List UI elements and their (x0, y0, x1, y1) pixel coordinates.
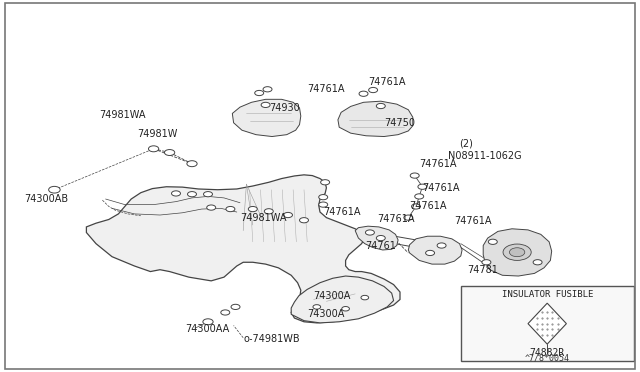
Polygon shape (338, 101, 413, 137)
Text: 74930: 74930 (269, 103, 300, 113)
Text: ^7/8*0054: ^7/8*0054 (525, 354, 570, 363)
Text: o-74981WB: o-74981WB (243, 334, 300, 343)
Circle shape (321, 180, 330, 185)
Circle shape (369, 87, 378, 93)
Circle shape (365, 230, 374, 235)
Circle shape (188, 192, 196, 197)
Circle shape (164, 150, 175, 155)
Circle shape (376, 235, 385, 241)
Circle shape (437, 243, 446, 248)
Circle shape (204, 192, 212, 197)
Text: 74300AB: 74300AB (24, 194, 68, 204)
Circle shape (148, 146, 159, 152)
Text: INSULATOR FUSIBLE: INSULATOR FUSIBLE (502, 290, 593, 299)
Circle shape (313, 305, 321, 309)
Polygon shape (355, 226, 398, 250)
Circle shape (264, 209, 273, 214)
Text: 74750: 74750 (384, 118, 415, 128)
Text: 74761A: 74761A (368, 77, 406, 87)
Polygon shape (86, 175, 400, 323)
Circle shape (509, 248, 525, 257)
Text: 74761A: 74761A (410, 202, 447, 211)
Circle shape (284, 212, 292, 218)
Circle shape (488, 239, 497, 244)
Circle shape (404, 215, 413, 220)
Circle shape (248, 206, 257, 212)
Circle shape (361, 295, 369, 300)
Circle shape (231, 304, 240, 310)
Circle shape (172, 191, 180, 196)
Text: 74300A: 74300A (307, 310, 344, 319)
Bar (461, 286, 634, 361)
Polygon shape (408, 236, 462, 264)
Text: 74981W: 74981W (138, 129, 178, 139)
Circle shape (533, 260, 542, 265)
Circle shape (255, 90, 264, 96)
Polygon shape (291, 276, 394, 323)
Circle shape (503, 244, 531, 260)
Circle shape (426, 250, 435, 256)
Text: 74300AA: 74300AA (186, 324, 230, 334)
Circle shape (187, 161, 197, 167)
Text: N08911-1062G: N08911-1062G (448, 151, 522, 161)
Text: 74761A: 74761A (307, 84, 345, 94)
Text: 74761A: 74761A (323, 207, 361, 217)
Text: 74761A: 74761A (378, 215, 415, 224)
Text: 74882R: 74882R (529, 348, 565, 357)
Circle shape (319, 202, 328, 207)
Circle shape (418, 184, 427, 189)
Text: 74981WA: 74981WA (240, 213, 287, 222)
Text: 74761A: 74761A (419, 159, 457, 169)
Text: 74981WA: 74981WA (99, 110, 146, 120)
Text: 74300A: 74300A (314, 291, 351, 301)
Text: 74761: 74761 (365, 241, 396, 250)
Circle shape (415, 194, 424, 199)
Circle shape (410, 173, 419, 178)
Circle shape (359, 91, 368, 96)
Circle shape (203, 319, 213, 325)
Circle shape (342, 307, 349, 311)
Circle shape (376, 103, 385, 109)
Text: (2): (2) (460, 138, 474, 148)
Polygon shape (528, 303, 566, 344)
Text: 74781: 74781 (467, 265, 498, 275)
Circle shape (221, 310, 230, 315)
Circle shape (300, 218, 308, 223)
Polygon shape (232, 99, 301, 137)
Circle shape (49, 186, 60, 193)
Circle shape (261, 102, 270, 108)
Circle shape (207, 205, 216, 210)
Circle shape (226, 206, 235, 212)
Text: 74761A: 74761A (422, 183, 460, 193)
Circle shape (482, 260, 491, 265)
Circle shape (412, 204, 420, 209)
Circle shape (319, 195, 328, 200)
Polygon shape (483, 229, 552, 276)
Circle shape (263, 87, 272, 92)
Text: 74761A: 74761A (454, 217, 492, 226)
